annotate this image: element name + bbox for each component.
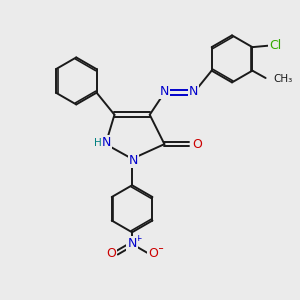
Text: N: N: [129, 154, 138, 167]
Text: O: O: [192, 138, 202, 151]
Text: +: +: [134, 234, 141, 243]
Text: Cl: Cl: [269, 39, 281, 52]
Text: O: O: [106, 247, 116, 260]
Text: O: O: [148, 247, 158, 260]
Text: H: H: [94, 138, 101, 148]
Text: CH₃: CH₃: [274, 74, 293, 84]
Text: N: N: [101, 136, 111, 149]
Text: −: −: [155, 244, 164, 254]
Text: N: N: [160, 85, 169, 98]
Text: N: N: [128, 237, 137, 250]
Text: N: N: [189, 85, 199, 98]
